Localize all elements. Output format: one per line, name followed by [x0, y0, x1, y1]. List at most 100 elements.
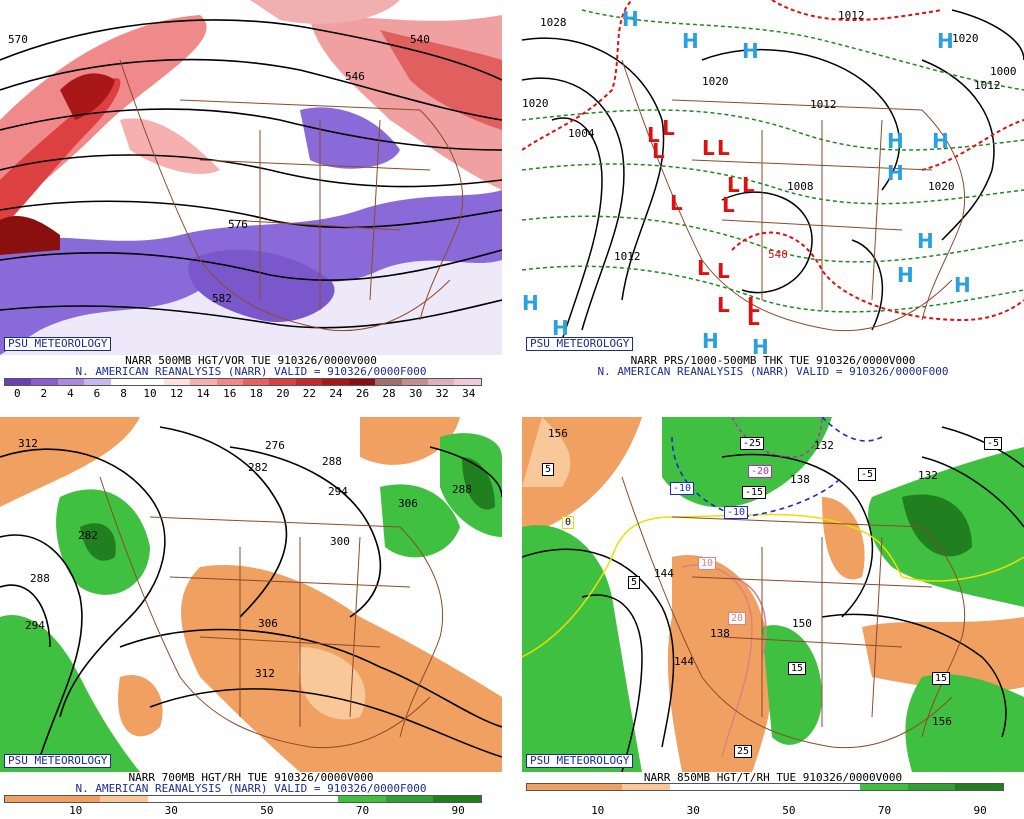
colorbar-swatch — [137, 379, 164, 385]
temp-label: -5 — [984, 437, 1003, 450]
contour-label: 546 — [345, 70, 365, 83]
colorbar-swatch — [195, 796, 243, 802]
colorbar-tick-label: 8 — [120, 387, 127, 400]
map-500mb-svg — [0, 0, 502, 355]
boundaries — [99, 476, 444, 749]
temp-label: 25 — [734, 745, 753, 758]
height-contours — [0, 19, 502, 329]
contour-label: 1028 — [540, 16, 567, 29]
colorbar-swatch — [385, 796, 434, 802]
panel-700mb-rh: 312 276 282 288 294 288 282 288 294 300 … — [0, 417, 502, 819]
panel-title: NARR 850MB HGT/T/RH TUE 910326/0000V000 — [643, 771, 903, 784]
colorbar-swatch — [401, 379, 428, 385]
svg-text:H: H — [954, 273, 971, 297]
contour-label: 138 — [790, 473, 810, 486]
svg-text:H: H — [622, 7, 639, 31]
panel-title: NARR 700MB HGT/RH TUE 910326/0000V000 — [128, 771, 374, 784]
panel-pressure-thickness: H H H H H H H H H H H H H H L L L L L L — [522, 0, 1024, 402]
contour-label: 144 — [674, 655, 694, 668]
contour-label: 312 — [255, 667, 275, 680]
colorbar-swatch — [110, 379, 138, 385]
freezing-thickness-line — [522, 0, 1024, 322]
colorbar-swatch — [57, 379, 85, 385]
contour-label: 132 — [918, 469, 938, 482]
contour-label: 1012 — [838, 9, 865, 22]
panel-subtitle: N. AMERICAN REANALYSIS (NARR) VALID = 91… — [75, 782, 427, 795]
colorbar-tick-label: 90 — [973, 804, 987, 817]
colorbar — [4, 795, 482, 803]
map-pressure: H H H H H H H H H H H H H H L L L L L L — [522, 0, 1024, 355]
panel-subtitle: N. AMERICAN REANALYSIS (NARR) VALID = 91… — [75, 365, 427, 378]
contour-label: 288 — [322, 455, 342, 468]
colorbar-swatch — [100, 796, 148, 802]
contour-label: 276 — [265, 439, 285, 452]
temp-label: -25 — [740, 437, 765, 450]
temp-label: 15 — [788, 662, 807, 675]
contour-label: 156 — [548, 427, 568, 440]
colorbar-swatch — [190, 379, 217, 385]
svg-text:L: L — [652, 139, 665, 163]
colorbar-tick-label: 26 — [355, 387, 370, 400]
contour-label: 156 — [932, 715, 952, 728]
svg-text:L: L — [717, 293, 730, 317]
svg-text:L: L — [747, 293, 760, 317]
contour-label: 1020 — [522, 97, 549, 110]
temp-label: 5 — [542, 463, 555, 476]
svg-text:L: L — [702, 136, 715, 160]
colorbar-tick-label: 6 — [93, 387, 101, 400]
svg-text:L: L — [747, 306, 760, 330]
colorbar-swatch — [269, 379, 296, 385]
map-850mb: 156 132 138 144 150 156 138 144 132 -25 … — [522, 417, 1024, 772]
colorbar-tick-label: 22 — [302, 387, 316, 400]
svg-text:H: H — [702, 329, 719, 353]
colorbar-tick-label: 10 — [143, 387, 157, 400]
colorbar-tick-label: 30 — [686, 804, 700, 817]
colorbar — [4, 378, 482, 386]
temp-label: 5 — [628, 576, 641, 589]
contour-label: 288 — [30, 572, 50, 585]
boundaries — [119, 59, 464, 332]
map-700mb: 312 276 282 288 294 288 282 288 294 300 … — [0, 417, 502, 772]
colorbar-swatch — [31, 379, 58, 385]
colorbar-swatch — [147, 796, 196, 802]
contour-label: 300 — [330, 535, 350, 548]
colorbar-swatch — [717, 784, 765, 790]
colorbar-ticks: 10 30 50 70 90 — [526, 805, 1004, 817]
svg-text:L: L — [662, 116, 675, 140]
colorbar-swatch — [322, 379, 349, 385]
colorbar-swatch — [52, 796, 101, 802]
svg-text:L: L — [727, 173, 740, 197]
contour-label: 294 — [328, 485, 348, 498]
temp-label: -10 — [670, 482, 695, 495]
psu-meteorology-badge: PSU METEOROLOGY — [4, 337, 112, 351]
height-contours — [522, 426, 1024, 772]
psu-meteorology-badge: PSU METEOROLOGY — [526, 754, 634, 768]
temp-label: -20 — [748, 465, 773, 478]
colorbar-tick-label: 2 — [40, 387, 48, 400]
colorbar-swatch — [454, 379, 481, 385]
contour-label: 1004 — [568, 127, 595, 140]
temp-label: 15 — [932, 672, 951, 685]
moist-region — [0, 615, 140, 772]
colorbar-tick-label: 28 — [382, 387, 396, 400]
contour-label: 540 — [768, 248, 788, 261]
colorbar-swatch — [574, 784, 623, 790]
colorbar-tick-label: 14 — [196, 387, 210, 400]
colorbar-swatch — [295, 379, 323, 385]
colorbar-tick-label: 16 — [223, 387, 237, 400]
contour-label: 1012 — [614, 250, 641, 263]
svg-text:H: H — [682, 29, 699, 53]
colorbar-swatch — [216, 379, 243, 385]
svg-text:L: L — [717, 259, 730, 283]
contour-label: 1000 — [990, 65, 1017, 78]
boundaries — [621, 59, 966, 332]
temp-label: -5 — [858, 468, 877, 481]
height-contours — [0, 426, 502, 758]
svg-text:H: H — [887, 129, 904, 153]
colorbar-swatch — [242, 796, 291, 802]
colorbar-swatch — [5, 796, 53, 802]
psu-meteorology-badge: PSU METEOROLOGY — [526, 337, 634, 351]
panel-500mb-vorticity: 570 540 546 582 576 PSU METEOROLOGY NARR… — [0, 0, 502, 402]
contour-label: 582 — [212, 292, 232, 305]
temp-label: -10 — [724, 506, 749, 519]
